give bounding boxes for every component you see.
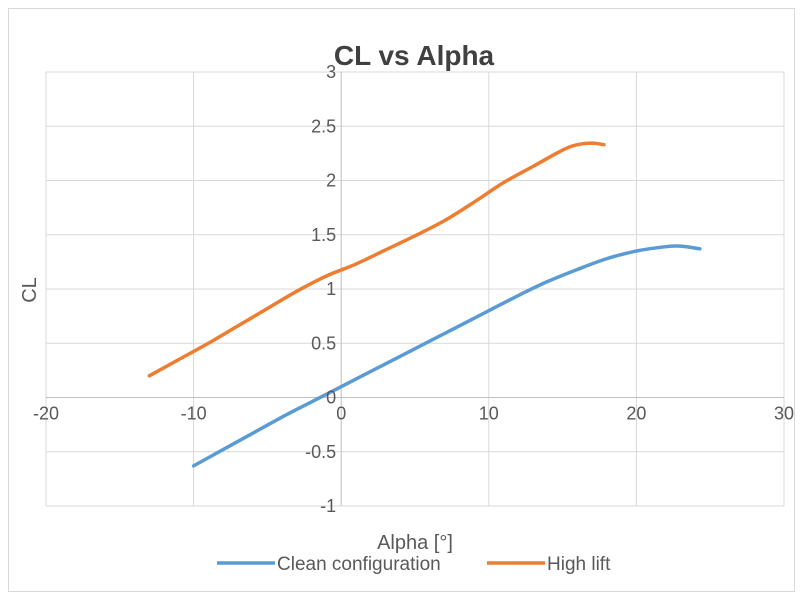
series-line-clean-configuration: [191, 244, 702, 468]
x-tick-label: 0: [336, 404, 346, 424]
gridlines: [45, 71, 785, 507]
axes: [46, 72, 784, 506]
legend: Clean configuration High lift: [217, 554, 611, 575]
chart-container: [8, 8, 795, 592]
x-tick-label: -10: [181, 404, 207, 424]
legend-label: High lift: [547, 554, 611, 575]
tick-labels: -1-0.500.511.522.53-20 -10 0 10 20 30: [33, 62, 794, 516]
y-tick-label: 3: [326, 62, 336, 82]
y-tick-label: 1: [326, 279, 336, 299]
y-tick-label: 0: [326, 388, 336, 408]
x-tick-label: 10: [479, 404, 499, 424]
series-lines: [147, 141, 702, 468]
legend-label: Clean configuration: [277, 554, 441, 575]
y-tick-label: 1.5: [311, 225, 336, 245]
x-axis-title: Alpha [°]: [377, 532, 453, 554]
x-tick-label: 30: [774, 404, 794, 424]
y-tick-label: 2.5: [311, 116, 336, 136]
chart-title: CL vs Alpha: [334, 40, 495, 71]
y-tick-label: -0.5: [305, 442, 336, 462]
series-line-high-lift: [147, 141, 606, 378]
y-axis-title: CL: [19, 277, 41, 303]
y-tick-label: -1: [320, 496, 336, 516]
x-tick-label: 20: [626, 404, 646, 424]
y-tick-label: 0.5: [311, 333, 336, 353]
y-tick-label: 2: [326, 171, 336, 191]
x-tick-label: -20: [33, 404, 59, 424]
